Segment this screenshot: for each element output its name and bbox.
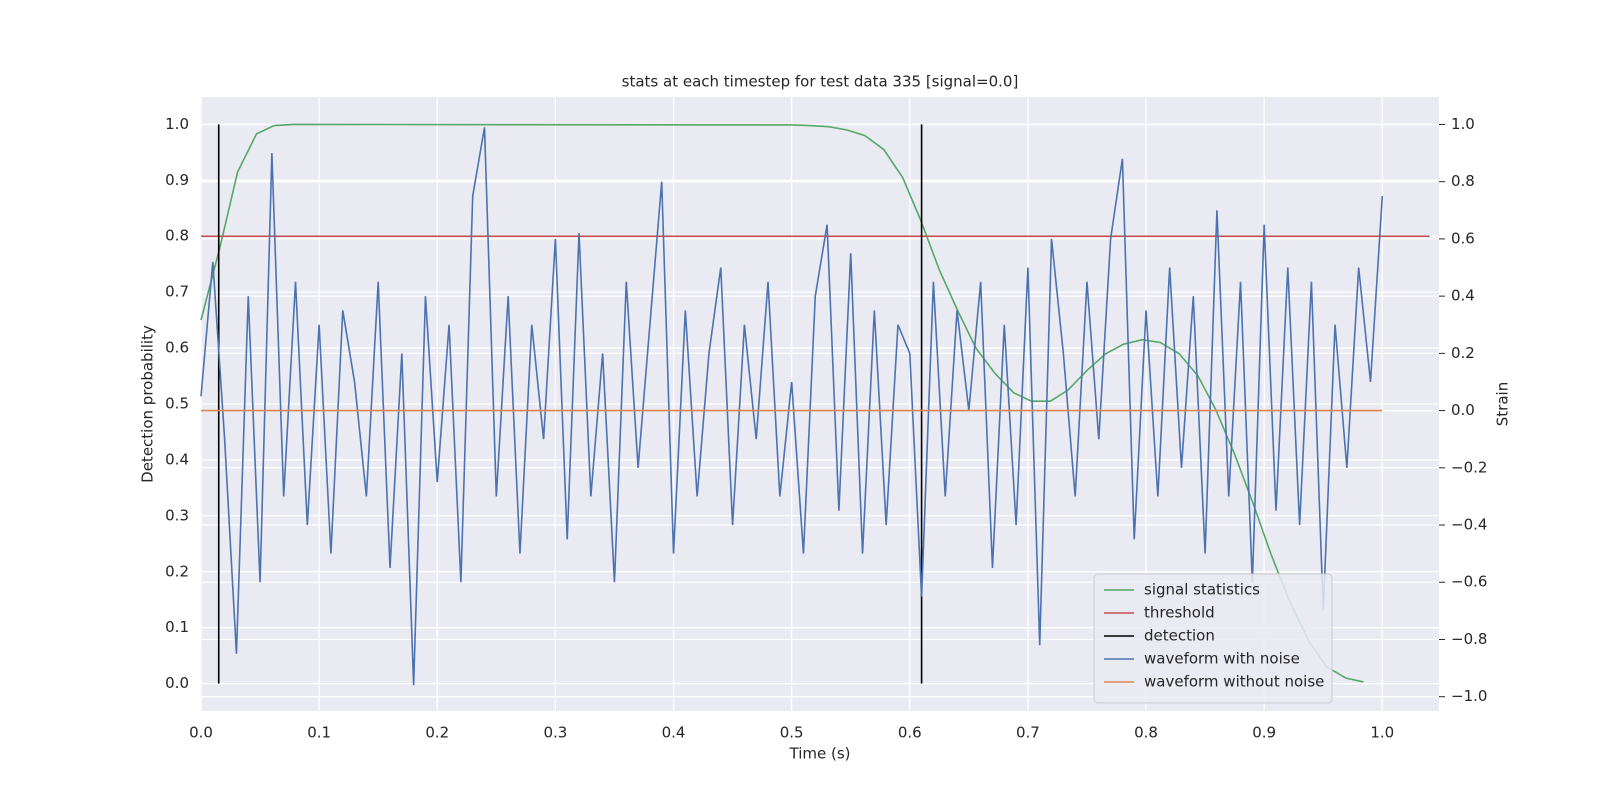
y-tick-label: 1.0: [165, 115, 189, 133]
y2-tick-label: −1.0: [1451, 687, 1487, 705]
y2-tick-label: −0.6: [1451, 573, 1487, 591]
y2-tick-label: −0.8: [1451, 630, 1487, 648]
x-tick-label: 0.7: [1016, 724, 1040, 742]
x-tick-label: 1.0: [1370, 724, 1394, 742]
legend-label: waveform with noise: [1144, 650, 1300, 668]
y-tick-label: 0.9: [165, 171, 189, 189]
legend-box: [1093, 573, 1333, 704]
x-tick-label: 0.2: [425, 724, 449, 742]
y-tick-label: 0.6: [165, 339, 189, 357]
y2-tick-label: −0.2: [1451, 458, 1487, 476]
y2-tick-label: 0.2: [1451, 344, 1475, 362]
y-tick-label: 0.5: [165, 395, 189, 413]
x-tick-label: 0.4: [662, 724, 686, 742]
legend-label: threshold: [1144, 604, 1215, 622]
y-tick-label: 0.2: [165, 562, 189, 580]
legend-label: signal statistics: [1144, 581, 1260, 599]
y-tick-label: 0.1: [165, 618, 189, 636]
y-tick-label: 0.8: [165, 227, 189, 245]
y2-axis-label: Strain: [1494, 382, 1512, 426]
chart-title: stats at each timestep for test data 335…: [622, 73, 1019, 91]
legend-label: detection: [1144, 627, 1215, 645]
y2-tick-label: 0.0: [1451, 401, 1475, 419]
y2-tick-label: −0.4: [1451, 516, 1487, 534]
y-tick-label: 0.7: [165, 283, 189, 301]
x-tick-label: 0.3: [543, 724, 567, 742]
legend-label: waveform without noise: [1144, 673, 1324, 691]
x-tick-label: 0.1: [307, 724, 331, 742]
y2-tick-label: 0.4: [1451, 287, 1475, 305]
x-tick-label: 0.6: [898, 724, 922, 742]
x-tick-label: 0.0: [189, 724, 213, 742]
y2-tick-label: 0.8: [1451, 172, 1475, 190]
x-tick-label: 0.9: [1252, 724, 1276, 742]
y-tick-label: 0.3: [165, 506, 189, 524]
x-tick-label: 0.5: [780, 724, 804, 742]
x-tick-label: 0.8: [1134, 724, 1158, 742]
y-tick-label: 0.0: [165, 674, 189, 692]
y-axis-label: Detection probability: [139, 325, 157, 483]
x-axis-label: Time (s): [789, 745, 851, 763]
y2-tick-label: 1.0: [1451, 115, 1475, 133]
y2-tick-label: 0.6: [1451, 229, 1475, 247]
y-tick-label: 0.4: [165, 450, 189, 468]
